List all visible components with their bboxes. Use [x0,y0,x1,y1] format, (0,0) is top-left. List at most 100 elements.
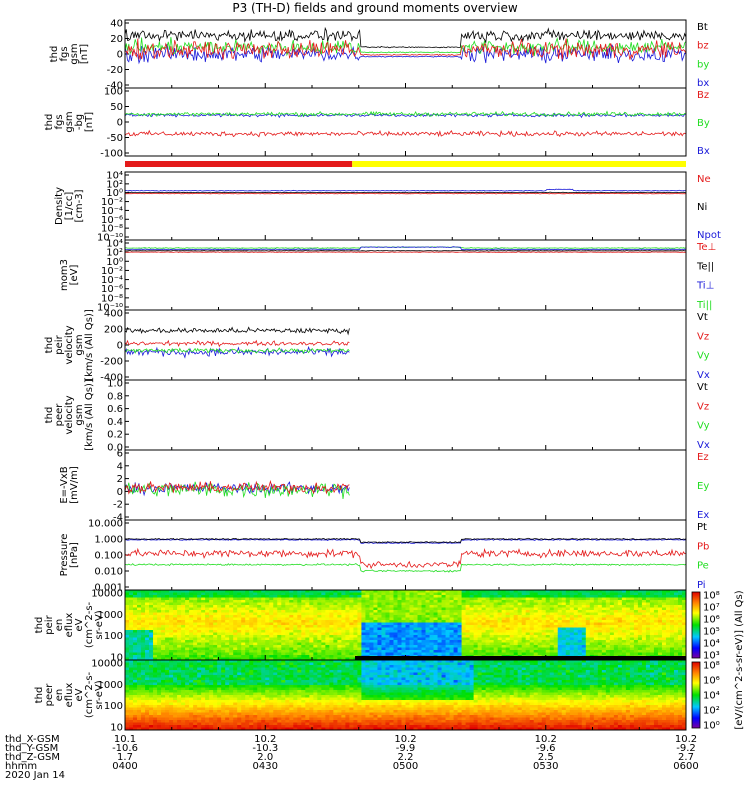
heat-cell [225,630,230,633]
heat-cell [197,712,202,716]
heat-cell [541,600,547,603]
heat-cell [541,597,547,601]
heat-cell [289,602,294,606]
heat-cell [181,720,186,723]
legend-Vx: Vx [697,370,710,381]
heat-cell [153,637,158,641]
heat-cell [141,600,146,603]
heat-cell [205,670,210,673]
heat-cell [221,715,226,718]
heat-cell [633,600,639,603]
heat-cell [593,640,599,643]
heat-cell [577,600,583,603]
heat-cell [261,650,266,653]
heat-cell [493,607,499,611]
heat-cell [185,685,190,688]
heat-cell [277,642,282,646]
heat-cell [301,627,306,631]
heat-cell [329,595,334,598]
heat-cell [197,715,202,718]
heat-cell [397,637,402,641]
heat-cell [425,612,430,616]
heat-cell [477,622,483,626]
heat-cell [205,660,210,663]
heat-cell [217,642,222,646]
heat-cell [661,627,667,631]
heat-cell [605,640,611,643]
heat-cell [125,720,130,723]
heat-cell [569,650,575,653]
heat-cell [133,725,138,728]
heat-cell [241,627,246,631]
heat-cell [197,642,202,646]
heat-cell [525,612,531,616]
heat-cell [365,650,370,653]
heat-cell [425,602,430,606]
heat-cell [233,677,238,681]
heat-cell [205,697,210,701]
heat-cell [181,622,186,626]
heat-cell [201,662,206,666]
heat-cell [197,630,202,633]
heat-cell [301,602,306,606]
heat-cell [581,640,587,643]
heat-cell [189,592,194,596]
heat-cell [261,640,266,643]
heat-cell [209,670,214,673]
heat-cell [237,695,242,698]
heat-cell [281,607,286,611]
heat-cell [177,620,182,623]
heat-cell [205,645,210,648]
heat-cell [505,640,511,643]
heat-cell [537,592,543,596]
heat-cell [261,602,266,606]
heat-cell [657,642,663,646]
heat-cell [317,617,322,621]
heat-cell [225,660,230,663]
heat-cell [341,622,346,626]
heat-cell [345,627,350,631]
heat-cell [241,637,246,641]
heat-cell [377,620,382,623]
heat-cell [145,590,150,593]
heat-cell [625,612,631,616]
heat-cell [149,717,154,721]
heat-cell [237,602,242,606]
heat-cell [281,635,286,638]
heat-cell [137,670,142,673]
heat-cell [129,657,134,661]
heat-cell [601,640,607,643]
heat-cell [217,617,222,621]
heat-cell [669,612,675,616]
heat-cell [681,635,687,638]
heat-cell [293,632,298,636]
heat-cell [373,637,378,641]
heat-cell [325,610,330,613]
heat-cell [153,617,158,621]
heat-cell [177,592,182,596]
heat-cell [265,615,270,618]
heat-cell [173,660,178,663]
heat-cell [321,597,326,601]
heat-cell [273,617,278,621]
heat-cell [605,595,611,598]
heat-cell [145,702,150,706]
heat-cell [517,632,523,636]
heat-cell [145,687,150,691]
heat-cell [281,645,286,648]
heat-cell [213,725,218,728]
heat-cell [649,605,655,608]
heat-cell [281,640,286,643]
heat-cell [141,610,146,613]
heat-cell [581,642,587,646]
heat-cell [337,607,342,611]
heat-cell [393,630,398,633]
heat-cell [493,597,499,601]
heat-cell [565,620,571,623]
heat-cell [497,625,503,628]
heat-cell [185,667,190,671]
heat-cell [509,627,515,631]
heat-cell [245,720,250,723]
heat-cell [197,600,202,603]
heat-cell [585,607,591,611]
